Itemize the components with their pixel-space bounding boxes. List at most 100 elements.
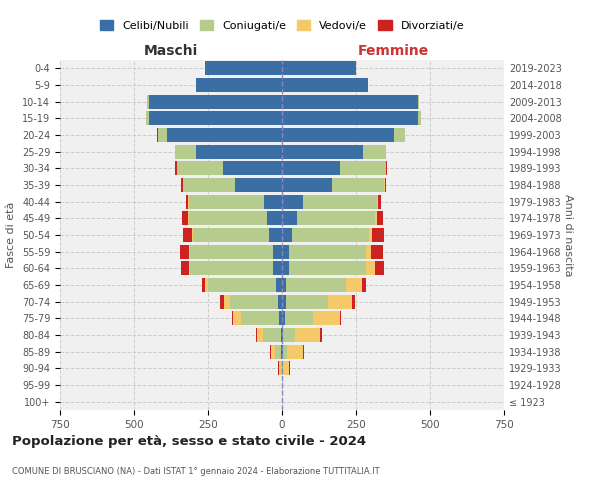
Bar (279, 361, 281, 376)
Bar (186, 194, 188, 209)
Bar (286, 278, 346, 292)
Bar (276, 278, 282, 292)
Bar (282, 178, 332, 192)
Bar (377, 194, 380, 209)
Bar (167, 128, 282, 142)
Bar (394, 128, 405, 142)
Bar (146, 112, 149, 126)
Bar (282, 211, 297, 226)
Bar (220, 294, 224, 308)
Bar (328, 294, 352, 308)
Bar (183, 178, 235, 192)
Bar (292, 228, 370, 242)
Bar (233, 311, 241, 326)
Bar (282, 244, 289, 259)
Bar (283, 328, 295, 342)
Bar (287, 344, 304, 359)
Bar (149, 94, 282, 109)
Bar (189, 261, 190, 276)
Bar (313, 311, 340, 326)
Bar (385, 178, 386, 192)
Legend: Celibi/Nubili, Coniugati/e, Vedovi/e, Divorziati/e: Celibi/Nubili, Coniugati/e, Vedovi/e, Di… (100, 20, 464, 31)
Bar (303, 194, 377, 209)
Bar (282, 361, 283, 376)
Bar (282, 311, 285, 326)
Bar (267, 211, 282, 226)
Bar (180, 244, 189, 259)
Bar (282, 62, 356, 76)
Bar (282, 112, 418, 126)
Bar (190, 261, 273, 276)
Bar (375, 211, 377, 226)
Y-axis label: Anni di nascita: Anni di nascita (563, 194, 573, 276)
Text: Popolazione per età, sesso e stato civile - 2024: Popolazione per età, sesso e stato civil… (12, 435, 366, 448)
Bar (263, 328, 281, 342)
Bar (282, 78, 368, 92)
Bar (282, 228, 292, 242)
Bar (282, 261, 289, 276)
Bar (283, 344, 287, 359)
Bar (202, 278, 205, 292)
Bar (278, 294, 282, 308)
Bar (282, 194, 303, 209)
Bar (286, 294, 328, 308)
Y-axis label: Fasce di età: Fasce di età (7, 202, 16, 268)
Bar (285, 311, 313, 326)
Bar (295, 328, 320, 342)
Bar (158, 128, 167, 142)
Bar (208, 278, 276, 292)
Bar (418, 112, 421, 126)
Bar (372, 228, 384, 242)
Bar (362, 278, 367, 292)
Bar (418, 94, 419, 109)
Bar (189, 211, 267, 226)
Bar (377, 211, 383, 226)
Bar (283, 361, 289, 376)
Bar (196, 144, 282, 159)
Bar (371, 244, 383, 259)
Bar (281, 328, 282, 342)
Text: Maschi: Maschi (144, 44, 198, 59)
Bar (264, 194, 282, 209)
Bar (332, 178, 384, 192)
Bar (281, 361, 282, 376)
Bar (367, 244, 371, 259)
Bar (235, 178, 282, 192)
Bar (205, 62, 282, 76)
Bar (183, 228, 192, 242)
Bar (241, 311, 279, 326)
Bar (205, 278, 208, 292)
Bar (282, 144, 364, 159)
Bar (386, 162, 388, 175)
Bar (352, 294, 355, 308)
Bar (193, 228, 269, 242)
Bar (196, 78, 282, 92)
Text: Femmine: Femmine (358, 44, 428, 59)
Bar (230, 294, 278, 308)
Bar (282, 294, 286, 308)
Bar (273, 261, 282, 276)
Bar (320, 328, 322, 342)
Text: COMUNE DI BRUSCIANO (NA) - Dati ISTAT 1° gennaio 2024 - Elaborazione TUTTITALIA.: COMUNE DI BRUSCIANO (NA) - Dati ISTAT 1°… (12, 468, 380, 476)
Bar (297, 211, 375, 226)
Bar (282, 162, 340, 175)
Bar (275, 344, 281, 359)
Bar (192, 228, 193, 242)
Bar (181, 261, 189, 276)
Bar (189, 194, 264, 209)
Bar (273, 244, 282, 259)
Bar (289, 244, 367, 259)
Bar (256, 328, 257, 342)
Bar (182, 211, 188, 226)
Bar (364, 144, 386, 159)
Bar (232, 311, 233, 326)
Bar (282, 128, 394, 142)
Bar (269, 228, 282, 242)
Bar (177, 162, 223, 175)
Bar (370, 228, 372, 242)
Bar (224, 294, 230, 308)
Bar (223, 162, 282, 175)
Bar (367, 261, 375, 276)
Bar (175, 144, 196, 159)
Bar (188, 211, 189, 226)
